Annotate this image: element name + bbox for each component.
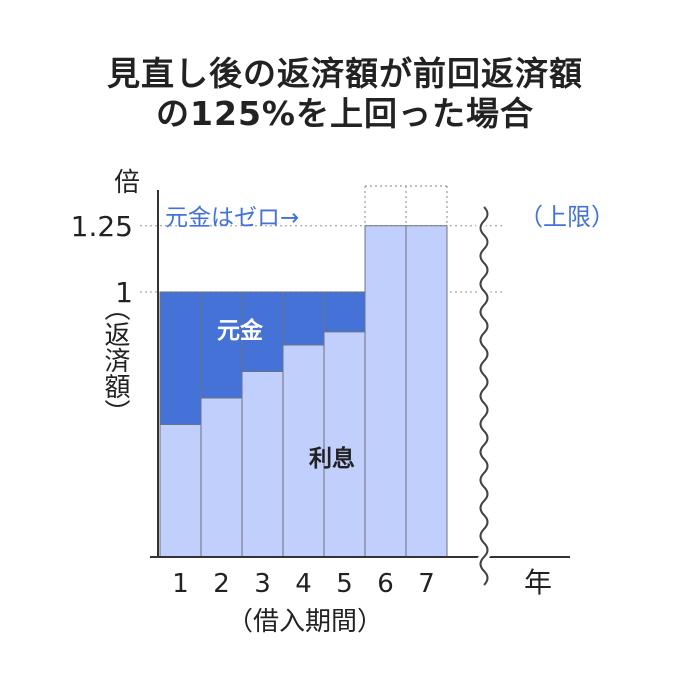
bar-interest-4 xyxy=(282,344,325,558)
principal-series-label: 元金 xyxy=(217,317,264,344)
interest-series-label: 利息 xyxy=(309,445,355,472)
y-unit-label: 倍 xyxy=(114,168,140,198)
principal-zero-annotation: 元金はゼロ→ xyxy=(165,205,299,231)
axis-break-mark xyxy=(476,203,492,589)
x-tick-label-4: 4 xyxy=(295,569,312,599)
bar-interest-5 xyxy=(323,331,366,558)
x-axis-title: （借入期間） xyxy=(227,607,383,637)
x-tick-label-2: 2 xyxy=(213,569,230,599)
axes xyxy=(150,190,570,558)
bar-principal-3 xyxy=(241,291,284,372)
x-tick-label-3: 3 xyxy=(254,569,271,599)
chart-title-line-1: 見直し後の返済額が前回返済額 xyxy=(107,54,583,93)
y-tick-label-1-25: 1.25 xyxy=(71,210,133,243)
bar-interest-7 xyxy=(405,225,448,558)
bars xyxy=(159,225,448,558)
bar-interest-2 xyxy=(200,397,243,558)
bar-principal-2 xyxy=(200,291,243,399)
grid-lines xyxy=(140,225,505,293)
x-tick-label-6: 6 xyxy=(377,569,394,599)
x-unit-label: 年 xyxy=(524,566,552,599)
overflow-outline xyxy=(364,185,448,226)
x-tick-label-7: 7 xyxy=(418,569,435,599)
bar-interest-3 xyxy=(241,371,284,558)
bar-interest-1 xyxy=(159,424,202,558)
bar-principal-1 xyxy=(159,291,202,425)
bar-interest-6 xyxy=(364,225,407,558)
axis-break-wave xyxy=(479,206,489,586)
upper-limit-annotation: （上限） xyxy=(519,203,615,231)
bar-principal-4 xyxy=(282,291,325,346)
y-axis-title: （返済額） xyxy=(100,295,130,425)
tick-labels: 1 2 3 4 5 6 71.251 xyxy=(71,210,435,599)
bar-principal-5 xyxy=(323,291,366,333)
chart-title-line-2: の125%を上回った場合 xyxy=(156,94,534,133)
x-tick-label-5: 5 xyxy=(336,569,353,599)
y-tick-label-1: 1 xyxy=(115,276,133,309)
x-tick-label-1: 1 xyxy=(172,569,189,599)
